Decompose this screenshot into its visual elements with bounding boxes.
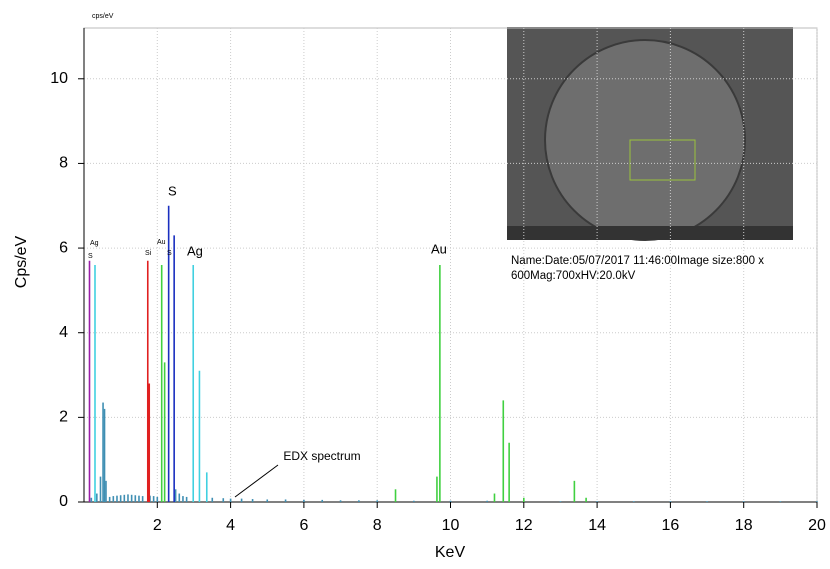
annotation-leader bbox=[234, 464, 279, 498]
x-tick-label: 12 bbox=[515, 517, 533, 534]
x-tick-label: 20 bbox=[808, 517, 826, 534]
x-tick-label: 2 bbox=[153, 517, 162, 534]
x-tick-label: 4 bbox=[226, 517, 235, 534]
y-tick-label: 6 bbox=[59, 239, 68, 256]
y-tick-label: 4 bbox=[59, 324, 68, 341]
y-tick-label: 10 bbox=[50, 70, 68, 87]
peak-label: Ag bbox=[187, 243, 203, 258]
peak-label: Au bbox=[431, 241, 447, 256]
inset-caption: Name:Date:05/07/2017 11:46:00Image size:… bbox=[511, 255, 764, 282]
peak-label: Si bbox=[145, 250, 152, 257]
peak-label: Ag bbox=[90, 240, 99, 247]
x-axis-label: KeV bbox=[435, 544, 466, 561]
top-label: cps/eV bbox=[92, 13, 114, 20]
annotation: EDX spectrum bbox=[283, 449, 360, 463]
x-tick-label: 8 bbox=[373, 517, 382, 534]
x-tick-label: 6 bbox=[299, 517, 308, 534]
y-tick-label: 0 bbox=[59, 493, 68, 510]
peak-label: S bbox=[167, 250, 172, 257]
y-axis-label: Cps/eV bbox=[13, 235, 30, 288]
x-tick-label: 16 bbox=[662, 517, 680, 534]
scan-area bbox=[629, 139, 696, 181]
peak-label: S bbox=[88, 253, 93, 260]
peak-label: Au bbox=[157, 239, 166, 246]
peak-label: S bbox=[168, 183, 177, 198]
image-footer bbox=[507, 226, 793, 240]
x-tick-label: 10 bbox=[442, 517, 460, 534]
x-tick-label: 18 bbox=[735, 517, 753, 534]
y-tick-label: 2 bbox=[59, 409, 68, 426]
x-tick-label: 14 bbox=[588, 517, 606, 534]
y-tick-label: 8 bbox=[59, 155, 68, 172]
